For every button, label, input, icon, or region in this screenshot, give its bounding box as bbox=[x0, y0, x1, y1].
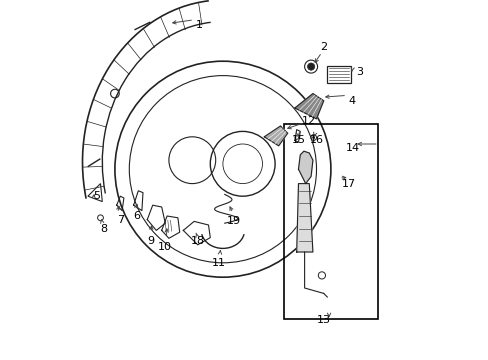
Text: 9: 9 bbox=[147, 236, 154, 246]
Text: 16: 16 bbox=[309, 135, 323, 145]
Text: 15: 15 bbox=[291, 135, 305, 145]
Circle shape bbox=[307, 63, 314, 70]
Bar bbox=[284, 124, 377, 319]
Text: 18: 18 bbox=[190, 236, 204, 246]
Text: 6: 6 bbox=[133, 211, 140, 221]
Text: 10: 10 bbox=[158, 242, 172, 252]
Text: 12: 12 bbox=[302, 116, 316, 126]
Polygon shape bbox=[296, 184, 312, 252]
Text: 11: 11 bbox=[212, 258, 226, 268]
Polygon shape bbox=[264, 126, 287, 146]
Bar bbox=[326, 66, 350, 83]
Circle shape bbox=[312, 136, 314, 139]
Text: 4: 4 bbox=[348, 96, 355, 106]
Text: 19: 19 bbox=[226, 216, 240, 226]
Text: 14: 14 bbox=[345, 143, 359, 153]
Text: 3: 3 bbox=[355, 67, 363, 77]
Text: 2: 2 bbox=[320, 42, 326, 52]
Text: 5: 5 bbox=[93, 191, 100, 201]
Text: 8: 8 bbox=[101, 224, 107, 234]
Text: 1: 1 bbox=[196, 20, 203, 30]
Text: 7: 7 bbox=[117, 215, 123, 225]
Polygon shape bbox=[294, 94, 323, 119]
Text: 13: 13 bbox=[316, 315, 330, 325]
Text: 17: 17 bbox=[341, 179, 355, 189]
Polygon shape bbox=[298, 151, 312, 184]
